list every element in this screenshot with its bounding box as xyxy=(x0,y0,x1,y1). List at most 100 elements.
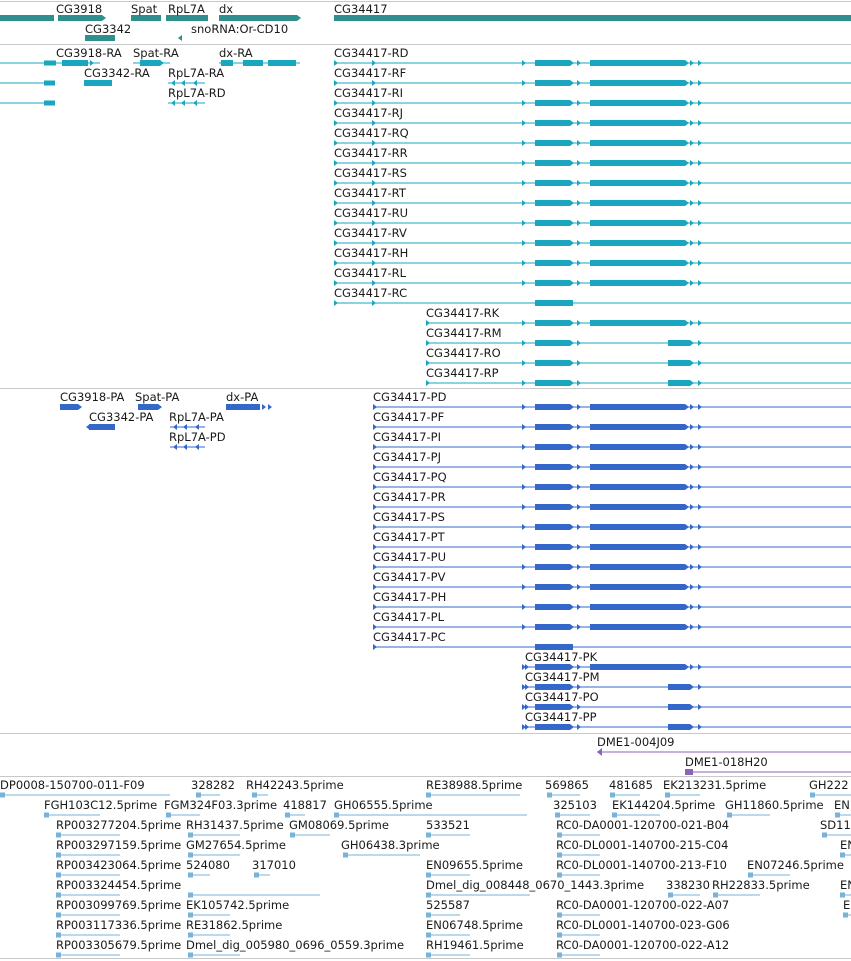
ests-label[interactable]: RP003277204.5prime xyxy=(56,818,182,832)
proteins-label[interactable]: CG3342-PA xyxy=(89,410,154,424)
transcripts-label[interactable]: CG34417-RU xyxy=(334,206,409,220)
transcripts-label[interactable]: dx-RA xyxy=(219,46,253,60)
transcripts-label[interactable]: CG34417-RD xyxy=(334,46,409,60)
ests-label[interactable]: RC0-DA0001-120700-022-A12 xyxy=(556,938,730,952)
ests-label[interactable]: RH22833.5prime xyxy=(712,878,810,892)
transcripts-label[interactable]: CG34417-RK xyxy=(426,306,500,320)
ests-label[interactable]: 418817 xyxy=(283,798,327,812)
genes-label[interactable]: RpL7A xyxy=(168,2,205,16)
ests-label[interactable]: EN xyxy=(834,798,850,812)
proteins-label[interactable]: CG34417-PT xyxy=(373,530,445,544)
transcripts-label[interactable]: CG34417-RC xyxy=(334,286,408,300)
proteins-label[interactable]: CG34417-PL xyxy=(373,610,445,624)
transcripts-label[interactable]: CG34417-RQ xyxy=(334,126,409,140)
ests-label[interactable]: RP003117336.5prime xyxy=(56,918,182,932)
clones-label[interactable]: DME1-018H20 xyxy=(685,755,768,769)
ests-label[interactable]: RE38988.5prime xyxy=(426,778,523,792)
transcripts-label[interactable]: CG3918-RA xyxy=(56,46,122,60)
proteins-label[interactable]: CG34417-PU xyxy=(373,550,447,564)
proteins-label[interactable]: CG34417-PP xyxy=(525,710,597,724)
ests-label[interactable]: GM08069.5prime xyxy=(289,818,389,832)
genes-label[interactable]: CG34417 xyxy=(334,2,388,16)
ests-label[interactable]: RP003305679.5prime xyxy=(56,938,182,952)
ests-label[interactable]: Dmel_dig_008448_0670_1443.3prime xyxy=(426,878,645,892)
ests-label[interactable]: GH06438.3prime xyxy=(341,838,440,852)
transcripts-label[interactable]: CG34417-RF xyxy=(334,66,407,80)
transcripts-label[interactable]: CG34417-RP xyxy=(426,366,499,380)
transcripts-label[interactable]: CG34417-RS xyxy=(334,166,407,180)
proteins-label[interactable]: CG34417-PJ xyxy=(373,450,442,464)
transcripts-label[interactable]: RpL7A-RA xyxy=(168,66,225,80)
ests-label[interactable]: SD11 xyxy=(820,818,851,832)
ests-label[interactable]: EN09655.5prime xyxy=(426,858,523,872)
ests-label[interactable]: CDP0008-150700-011-F09 xyxy=(0,778,145,792)
ests-label[interactable]: E xyxy=(843,898,851,912)
transcripts-label[interactable]: CG34417-RI xyxy=(334,86,404,100)
ests-label[interactable]: RP003099769.5prime xyxy=(56,898,182,912)
proteins-label[interactable]: CG34417-PV xyxy=(373,570,446,584)
ests-label[interactable]: 525587 xyxy=(426,898,470,912)
ests-label[interactable]: RE31862.5prime xyxy=(186,918,283,932)
ests-label[interactable]: GM27654.5prime xyxy=(186,838,286,852)
ests-label[interactable]: RH19461.5prime xyxy=(426,938,524,952)
ests-label[interactable]: RP003324454.5prime xyxy=(56,878,182,892)
proteins-label[interactable]: RpL7A-PA xyxy=(169,410,224,424)
ests-label[interactable]: 325103 xyxy=(553,798,597,812)
genes-label[interactable]: CG3918 xyxy=(56,2,103,16)
proteins-label[interactable]: CG34417-PR xyxy=(373,490,446,504)
proteins-label[interactable]: dx-PA xyxy=(226,390,259,404)
ests-label[interactable]: RC0-DA0001-120700-022-A07 xyxy=(556,898,730,912)
ests-label[interactable]: RH31437.5prime xyxy=(186,818,284,832)
transcripts-label[interactable]: CG34417-RO xyxy=(426,346,501,360)
proteins-label[interactable]: CG34417-PF xyxy=(373,410,445,424)
proteins-label[interactable]: CG34417-PH xyxy=(373,590,447,604)
transcripts-label[interactable]: CG34417-RV xyxy=(334,226,407,240)
ests-label[interactable]: RC0-DA0001-120700-021-B04 xyxy=(556,818,730,832)
ests-label[interactable]: 533521 xyxy=(426,818,470,832)
ests-label[interactable]: EK105742.5prime xyxy=(186,898,290,912)
ests-label[interactable]: EK213231.5prime xyxy=(663,778,767,792)
proteins-label[interactable]: Spat-PA xyxy=(135,390,180,404)
ests-label[interactable]: RC0-DL0001-140700-023-G06 xyxy=(556,918,730,932)
proteins-label[interactable]: CG34417-PI xyxy=(373,430,442,444)
proteins-label[interactable]: CG34417-PQ xyxy=(373,470,447,484)
ests-label[interactable]: 481685 xyxy=(609,778,653,792)
ests-label[interactable]: RC0-DL0001-140700-213-F10 xyxy=(556,858,727,872)
genes-label[interactable]: CG3342 xyxy=(85,22,132,36)
transcripts-label[interactable]: CG34417-RL xyxy=(334,266,407,280)
proteins-label[interactable]: CG34417-PS xyxy=(373,510,445,524)
genes-label[interactable]: Spat xyxy=(131,2,158,16)
ests-label[interactable]: 338230 xyxy=(666,878,710,892)
ests-label[interactable]: 524080 xyxy=(186,858,230,872)
ests-label[interactable]: EN xyxy=(840,838,851,852)
proteins-label[interactable]: CG3918-PA xyxy=(60,390,125,404)
ests-label[interactable]: RH42243.5prime xyxy=(246,778,344,792)
proteins-label[interactable]: CG34417-PC xyxy=(373,630,446,644)
ests-label[interactable]: FGH103C12.5prime xyxy=(44,798,158,812)
ests-label[interactable]: 328282 xyxy=(191,778,235,792)
ests-label[interactable]: GH222 xyxy=(809,778,849,792)
transcripts-label[interactable]: CG34417-RR xyxy=(334,146,408,160)
proteins-label[interactable]: CG34417-PO xyxy=(525,690,599,704)
ests-label[interactable]: EN xyxy=(840,878,851,892)
proteins-label[interactable]: CG34417-PM xyxy=(525,670,600,684)
ests-label[interactable]: FGM324F03.3prime xyxy=(164,798,278,812)
clones-label[interactable]: DME1-004J09 xyxy=(597,735,675,749)
transcripts-label[interactable]: CG3342-RA xyxy=(84,66,150,80)
ests-label[interactable]: 317010 xyxy=(252,858,296,872)
transcripts-label[interactable]: CG34417-RM xyxy=(426,326,502,340)
transcripts-label[interactable]: CG34417-RJ xyxy=(334,106,404,120)
ests-label[interactable]: GH11860.5prime xyxy=(725,798,824,812)
proteins-label[interactable]: RpL7A-PD xyxy=(169,430,226,444)
ests-label[interactable]: GH06555.5prime xyxy=(334,798,433,812)
ests-label[interactable]: RP003297159.5prime xyxy=(56,838,182,852)
ests-label[interactable]: 569865 xyxy=(545,778,589,792)
transcripts-label[interactable]: CG34417-RH xyxy=(334,246,409,260)
ests-label[interactable]: EN06748.5prime xyxy=(426,918,523,932)
ests-label[interactable]: RP003423064.5prime xyxy=(56,858,182,872)
transcripts-label[interactable]: Spat-RA xyxy=(133,46,179,60)
genes-label[interactable]: dx xyxy=(219,2,234,16)
transcripts-label[interactable]: RpL7A-RD xyxy=(168,86,226,100)
genes-label[interactable]: snoRNA:Or-CD10 xyxy=(191,22,289,36)
